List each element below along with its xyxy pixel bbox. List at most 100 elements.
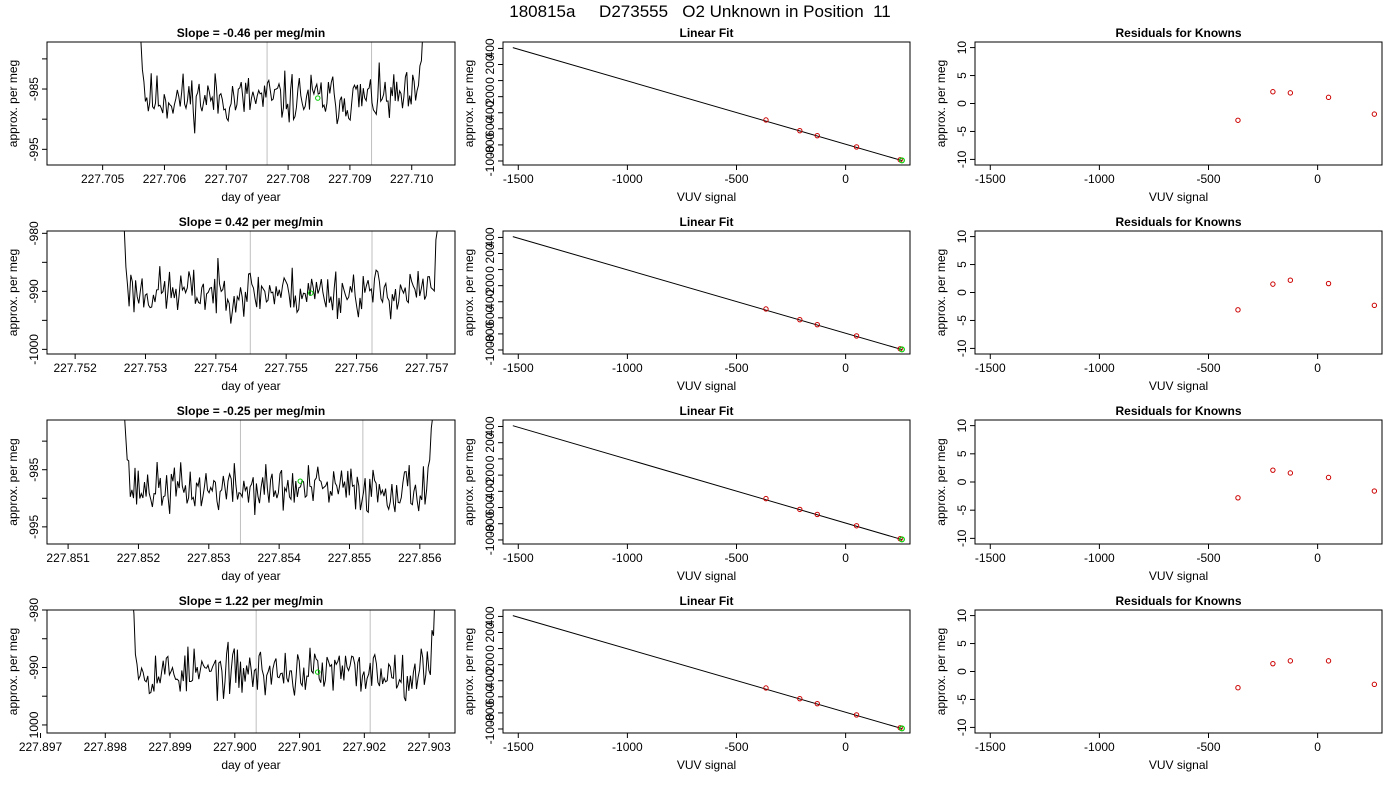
x-tick-label: 0 [842, 172, 849, 186]
y-tick-label: -5 [955, 126, 969, 137]
y-tick-label: -200 [483, 273, 497, 297]
y-tick-label: 400 [483, 606, 497, 626]
y-axis-label: approx. per meg [934, 60, 948, 147]
plot-frame [502, 41, 911, 166]
panel-title: Residuals for Knowns [1115, 215, 1241, 229]
panel-r2-c2: Linear Fit VUV signal approx. per meg -1500… [462, 215, 911, 393]
y-tick-label: -10 [955, 718, 969, 736]
residual-point [1325, 474, 1332, 481]
x-tick-label: -500 [724, 172, 748, 186]
plot-frame [502, 230, 911, 355]
y-tick-label: -985 [27, 77, 41, 101]
x-tick-label: -1000 [1084, 740, 1115, 754]
x-tick-label: -500 [1196, 551, 1220, 565]
panel-title: Residuals for Knowns [1115, 26, 1241, 40]
y-tick-label: -5 [955, 505, 969, 516]
residual-point [1270, 467, 1276, 473]
y-tick-label: 5 [955, 450, 969, 457]
plot-area [1235, 277, 1378, 313]
residual-point [1325, 94, 1332, 101]
x-tick-label: 227.755 [264, 361, 308, 375]
x-axis-label: day of year [221, 758, 280, 772]
residual-point [1270, 89, 1276, 95]
trace-line [140, 42, 423, 134]
x-tick-label: -1000 [612, 740, 643, 754]
y-tick-label: -600 [483, 305, 497, 329]
y-tick-label: -600 [483, 116, 497, 140]
x-tick-label: -1500 [503, 361, 534, 375]
panel-r3-c1: Slope = -0.25 per meg/min day of year appr… [6, 404, 456, 583]
y-tick-label: -995 [27, 515, 41, 539]
x-tick-label: 227.706 [143, 172, 187, 186]
known-point [853, 712, 860, 718]
y-tick-label: -800 [483, 133, 497, 157]
x-tick-label: -1500 [975, 172, 1006, 186]
y-tick-label: 200 [483, 432, 497, 452]
unknown-point [898, 536, 905, 543]
known-point [763, 495, 769, 502]
y-tick-label: -200 [483, 652, 497, 676]
y-tick-label: -1000 [483, 334, 497, 365]
y-tick-label: 1000 [27, 711, 41, 738]
panel-r1-c3: Residuals for Knowns VUV signal approx. pe… [934, 26, 1383, 204]
x-tick-label: 227.708 [266, 172, 310, 186]
panel-title: Slope = -0.25 per meg/min [177, 404, 325, 418]
panel-r4-c1: Slope = 1.22 per meg/min day of year appro… [6, 594, 456, 772]
trace-line [123, 231, 438, 324]
x-tick-label: 0 [842, 740, 849, 754]
y-tick-label: -990 [27, 655, 41, 679]
plot-area [512, 615, 905, 732]
y-tick-label: -990 [27, 279, 41, 303]
x-tick-label: -1000 [1084, 361, 1115, 375]
y-tick-label: -10 [955, 150, 969, 168]
known-point [797, 127, 803, 134]
x-tick-label: 227.705 [81, 172, 125, 186]
known-point [797, 695, 803, 702]
x-tick-label: 227.756 [335, 361, 379, 375]
y-tick-label: 0 [955, 668, 969, 675]
x-axis-label: VUV signal [1149, 758, 1208, 772]
y-axis-label: approx. per meg [6, 60, 20, 147]
x-tick-label: 227.898 [84, 740, 128, 754]
known-point [763, 685, 769, 691]
y-tick-label: 0 [955, 100, 969, 107]
plot-area [512, 47, 905, 164]
x-tick-label: 227.854 [257, 551, 301, 565]
panel-r3-c2: Linear Fit VUV signal approx. per meg -1500… [462, 404, 911, 583]
y-tick-label: -800 [483, 322, 497, 346]
plot-area [512, 425, 905, 543]
y-axis-label: approx. per meg [6, 438, 20, 525]
y-tick-label: -800 [483, 511, 497, 535]
x-tick-label: -1000 [612, 551, 643, 565]
trace-line [124, 420, 433, 516]
x-tick-label: -500 [724, 551, 748, 565]
x-tick-label: 227.757 [405, 361, 449, 375]
x-tick-label: 227.855 [328, 551, 372, 565]
unknown-point [297, 478, 303, 484]
x-tick-label: 0 [842, 551, 849, 565]
x-tick-label: -1500 [503, 740, 534, 754]
panel-title: Linear Fit [679, 26, 733, 40]
known-point [853, 333, 860, 339]
y-tick-label: 0 [955, 478, 969, 485]
y-tick-label: 5 [955, 261, 969, 268]
y-tick-label: 0 [955, 289, 969, 296]
panel-r4-c3: Residuals for Knowns VUV signal approx. pe… [934, 594, 1383, 772]
y-tick-label: -800 [483, 701, 497, 725]
x-tick-label: 0 [842, 361, 849, 375]
residual-point [1287, 470, 1294, 476]
x-tick-label: 227.851 [46, 551, 90, 565]
plot-area [1235, 467, 1378, 501]
x-tick-label: 227.709 [328, 172, 372, 186]
panel-r1-c1: Slope = -0.46 per meg/min day of year appr… [6, 26, 456, 204]
x-tick-label: 227.710 [390, 172, 434, 186]
panel-r3-c3: Residuals for Knowns VUV signal approx. pe… [934, 404, 1383, 583]
y-tick-label: 10 [955, 41, 969, 55]
residual-point [1270, 281, 1276, 287]
residual-point [1235, 307, 1241, 313]
plot-frame [974, 609, 1383, 734]
y-axis-label: approx. per meg [462, 628, 476, 715]
plot-frame [974, 230, 1383, 355]
unknown-point [898, 725, 905, 732]
plot-area [133, 610, 435, 733]
